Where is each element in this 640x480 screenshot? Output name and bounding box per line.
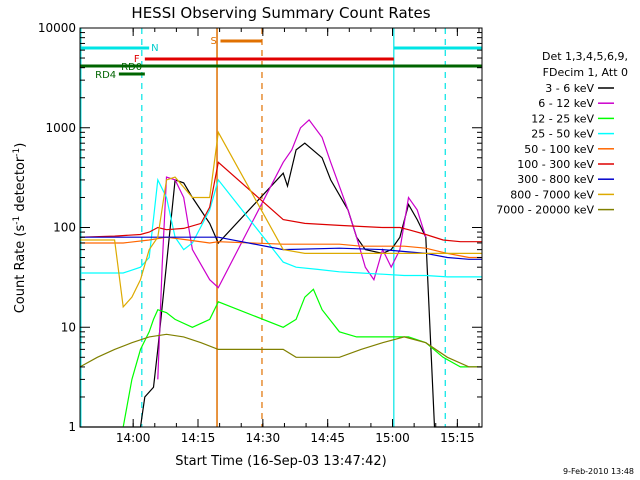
x-tick-label-1: 14:15 [181,431,216,445]
x-tick-label-3: 14:45 [310,431,345,445]
series-line-1 [157,119,427,380]
y-axis-label: Count Rate (s-1 detector-1) [12,143,28,314]
x-axis: 14:00 14:15 14:30 14:45 15:00 15:15 [116,28,480,445]
y-tick-label-2: 100 [53,221,76,235]
flag-label-rd4: RD4 [95,70,116,81]
legend-label-6: 300 - 800 keV [517,173,594,186]
series-line-2 [122,288,478,428]
series-line-0 [80,142,482,428]
legend-label-5: 100 - 300 keV [517,158,594,171]
y-axis-label-mid: detector [13,156,28,216]
x-tick-label-0: 14:00 [116,431,151,445]
legend-label-4: 50 - 100 keV [524,143,594,156]
series-line-7 [80,130,482,309]
legend-label-3: 25 - 50 keV [531,128,594,141]
series-line-4 [80,236,482,259]
y-tick-label-0: 1 [68,420,76,434]
y-axis-label-main: Count Rate (s [13,225,28,314]
flag-label-s: S [211,36,217,47]
x-tick-label-5: 15:15 [440,431,475,445]
y-tick-label-3: 1000 [45,121,76,135]
y-tick-label-1: 10 [61,320,76,334]
legend-label-7: 800 - 7000 keV [510,188,594,201]
y-axis-label-end: ) [13,143,28,148]
series-lines [79,119,482,428]
series-line-8 [79,333,482,368]
y-axis: 1 10 100 1000 10000 [38,21,482,434]
legend-label-2: 12 - 25 keV [531,112,594,125]
x-tick-label-4: 15:00 [375,431,410,445]
footer-date: 9-Feb-2010 13:48 [563,467,634,476]
x-axis-label: Start Time (16-Sep-03 13:47:42) [175,454,386,469]
legend-label-1: 6 - 12 keV [538,97,594,110]
legend-label-0: 3 - 6 keV [545,82,594,95]
flag-label-n: N [151,43,158,54]
flag-label-rd0: RD0 [121,62,142,73]
legend: Det 1,3,4,5,6,9, FDecim 1, Att 0 3 - 6 k… [496,50,628,217]
legend-label-8: 7000 - 20000 keV [496,204,594,217]
flag-label-f: F [134,54,140,65]
legend-header-1: Det 1,3,4,5,6,9, [542,50,628,63]
legend-header-2: FDecim 1, Att 0 [543,66,628,79]
series-line-6 [80,236,482,260]
chart-title: HESSI Observing Summary Count Rates [131,4,430,22]
x-tick-label-2: 14:30 [246,431,281,445]
y-axis-label-exp1: -1 [12,216,22,225]
y-tick-label-4: 10000 [38,21,76,35]
y-axis-label-exp2: -1 [12,148,22,157]
